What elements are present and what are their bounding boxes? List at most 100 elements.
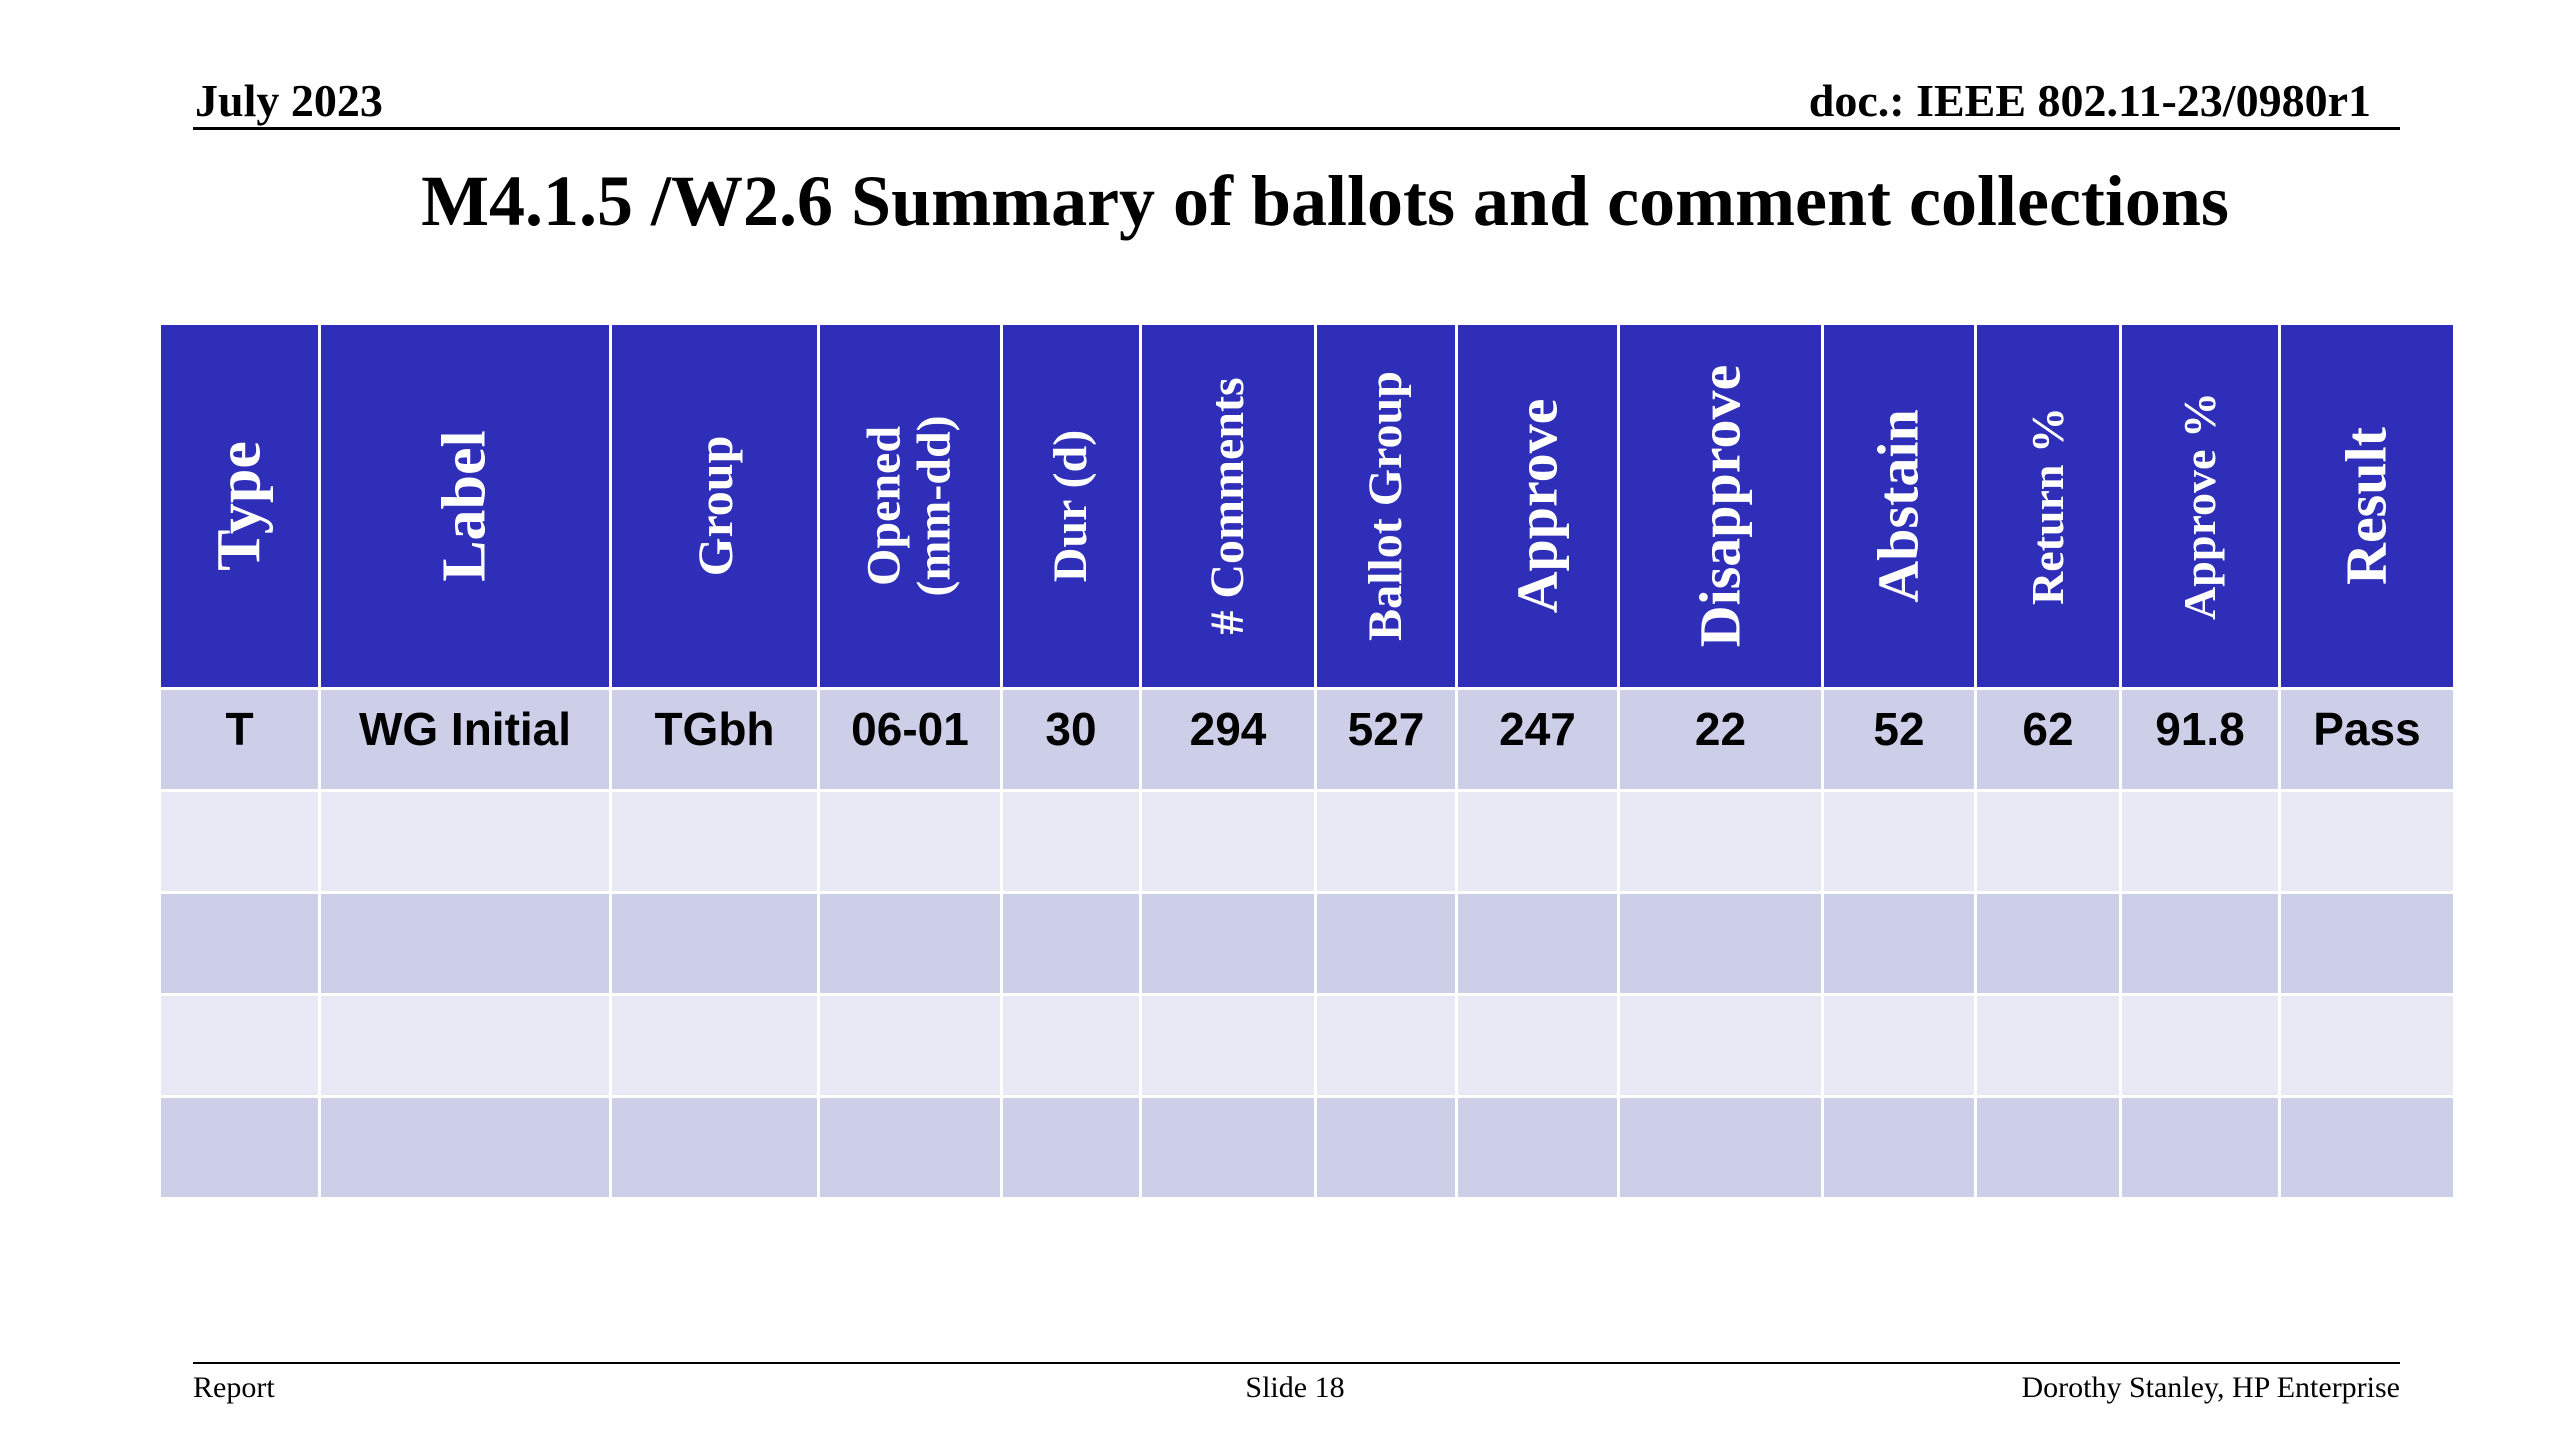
table-cell <box>1000 993 1142 1098</box>
table-cell <box>1314 1095 1458 1200</box>
table-cell <box>158 789 321 894</box>
column-header-comments-label: # Comments <box>1200 377 1254 635</box>
table-cell: Pass <box>2278 687 2456 792</box>
column-header-opened-label: Opened <box>857 425 911 587</box>
table-cell <box>1617 993 1824 1098</box>
table-cell: WG Initial <box>318 687 612 792</box>
table-cell <box>609 993 820 1098</box>
table-cell <box>1139 891 1317 996</box>
table-cell: 06-01 <box>817 687 1003 792</box>
footer-rule <box>193 1362 2400 1364</box>
column-header-approve-label: Approve <box>1504 398 1570 614</box>
column-header-approve-pct: Approve % <box>2119 322 2281 690</box>
table-cell: 527 <box>1314 687 1458 792</box>
table-cell: 247 <box>1455 687 1620 792</box>
table-cell <box>2278 789 2456 894</box>
table-cell <box>1455 789 1620 894</box>
table-cell: 91.8 <box>2119 687 2281 792</box>
table-cell <box>817 891 1003 996</box>
table-cell <box>1139 993 1317 1098</box>
column-header-type: Type <box>158 322 321 690</box>
table-cell: T <box>158 687 321 792</box>
column-header-comments: # Comments <box>1139 322 1317 690</box>
table-cell <box>1821 789 1977 894</box>
footer-left-text: Report <box>193 1371 275 1404</box>
table-cell: 52 <box>1821 687 1977 792</box>
table-cell <box>158 1095 321 1200</box>
table-row <box>158 891 2456 996</box>
column-header-result-label: Result <box>2333 427 2399 585</box>
table-cell <box>609 1095 820 1200</box>
column-header-disapprove: Disapprove <box>1617 322 1824 690</box>
ballot-summary-table: Type Label Group Opened (mm-dd) Dur (d) … <box>158 322 2456 1200</box>
header-doc-id: doc.: IEEE 802.11-23/0980r1 <box>1808 75 2371 126</box>
table-cell <box>2119 789 2281 894</box>
slide-title: M4.1.5 /W2.6 Summary of ballots and comm… <box>421 161 2229 241</box>
table-cell <box>318 1095 612 1200</box>
column-header-ballot-group-label: Ballot Group <box>1358 371 1412 641</box>
column-header-return-pct: Return % <box>1974 322 2122 690</box>
ballot-summary-table-wrap: Type Label Group Opened (mm-dd) Dur (d) … <box>158 322 2456 1200</box>
table-cell <box>1314 891 1458 996</box>
table-cell <box>817 1095 1003 1200</box>
table-cell: 22 <box>1617 687 1824 792</box>
column-header-disapprove-label: Disapprove <box>1687 364 1753 648</box>
table-cell <box>1139 789 1317 894</box>
column-header-type-label: Type <box>204 441 273 571</box>
table-cell <box>609 891 820 996</box>
table-cell <box>1314 789 1458 894</box>
column-header-abstain-label: Abstain <box>1865 409 1931 603</box>
table-cell <box>1617 891 1824 996</box>
table-row: T WG Initial TGbh 06-01 30 294 527 247 22 52 62 91.… <box>158 687 2456 792</box>
table-cell <box>1000 789 1142 894</box>
table-cell <box>318 789 612 894</box>
column-header-opened-format: (mm-dd) <box>908 415 961 597</box>
table-cell <box>1455 891 1620 996</box>
table-cell <box>158 993 321 1098</box>
header-date: July 2023 <box>195 75 383 126</box>
footer-slide-number: Slide 18 <box>1245 1371 1345 1404</box>
table-cell: 30 <box>1000 687 1142 792</box>
column-header-result: Result <box>2278 322 2456 690</box>
table-cell: 62 <box>1974 687 2122 792</box>
table-cell <box>1974 1095 2122 1200</box>
table-cell <box>318 993 612 1098</box>
table-cell <box>1455 993 1620 1098</box>
table-cell <box>1000 1095 1142 1200</box>
table-cell <box>1617 789 1824 894</box>
column-header-label: Label <box>318 322 612 690</box>
table-row <box>158 789 2456 894</box>
table-cell <box>318 891 612 996</box>
table-row <box>158 1095 2456 1200</box>
column-header-approve-pct-label: Approve % <box>2173 392 2225 620</box>
table-cell <box>1974 993 2122 1098</box>
table-cell <box>1974 789 2122 894</box>
table-cell: 294 <box>1139 687 1317 792</box>
column-header-duration-label: Dur (d) <box>1043 429 1097 583</box>
column-header-label-label: Label <box>430 430 499 582</box>
table-cell <box>2119 1095 2281 1200</box>
table-cell <box>2278 891 2456 996</box>
column-header-return-pct-label: Return % <box>2021 406 2073 606</box>
table-cell <box>817 993 1003 1098</box>
table-cell <box>2278 1095 2456 1200</box>
footer-author: Dorothy Stanley, HP Enterprise <box>2021 1371 2400 1404</box>
column-header-opened: Opened (mm-dd) <box>817 322 1003 690</box>
table-cell <box>1821 891 1977 996</box>
table-cell <box>158 891 321 996</box>
table-cell <box>1000 891 1142 996</box>
table-cell <box>2278 993 2456 1098</box>
column-header-abstain: Abstain <box>1821 322 1977 690</box>
table-row <box>158 993 2456 1098</box>
column-header-group: Group <box>609 322 820 690</box>
table-cell <box>1974 891 2122 996</box>
table-cell: TGbh <box>609 687 820 792</box>
column-header-duration: Dur (d) <box>1000 322 1142 690</box>
table-cell <box>1617 1095 1824 1200</box>
column-header-approve: Approve <box>1455 322 1620 690</box>
table-cell <box>2119 891 2281 996</box>
table-cell <box>2119 993 2281 1098</box>
table-cell <box>1139 1095 1317 1200</box>
table-header-row: Type Label Group Opened (mm-dd) Dur (d) … <box>158 322 2456 690</box>
table-cell <box>609 789 820 894</box>
